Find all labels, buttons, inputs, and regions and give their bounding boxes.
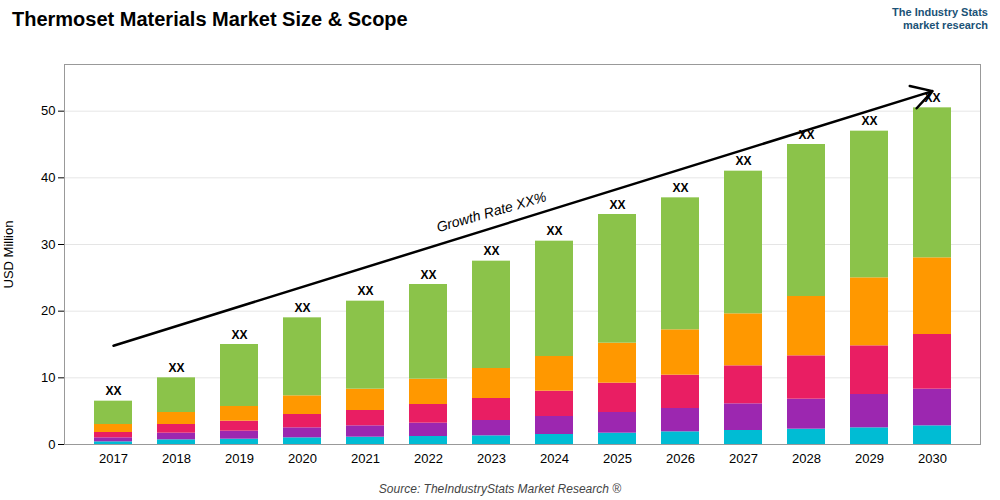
svg-text:XX: XX	[546, 224, 562, 238]
svg-text:USD Million: USD Million	[1, 221, 16, 289]
svg-text:2020: 2020	[288, 451, 317, 466]
svg-text:40: 40	[41, 170, 55, 185]
svg-text:2018: 2018	[162, 451, 191, 466]
svg-text:XX: XX	[861, 114, 877, 128]
svg-text:2029: 2029	[855, 451, 884, 466]
svg-text:30: 30	[41, 237, 55, 252]
svg-text:2027: 2027	[729, 451, 758, 466]
svg-text:XX: XX	[105, 384, 121, 398]
html-text:Thermoset Materials Market Siz: Thermoset Materials Market Size & Scope	[12, 8, 408, 30]
html-text:The Industry Stats market rese: The Industry Stats market research	[892, 6, 988, 32]
svg-text:XX: XX	[357, 284, 373, 298]
svg-text:2026: 2026	[666, 451, 695, 466]
svg-text:XX: XX	[609, 198, 625, 212]
svg-text:2019: 2019	[225, 451, 254, 466]
svg-text:2017: 2017	[99, 451, 128, 466]
svg-text:10: 10	[41, 370, 55, 385]
svg-text:XX: XX	[672, 181, 688, 195]
svg-text:2023: 2023	[477, 451, 506, 466]
svg-text:2025: 2025	[603, 451, 632, 466]
svg-text:20: 20	[41, 303, 55, 318]
svg-text:2021: 2021	[351, 451, 380, 466]
svg-text:2028: 2028	[792, 451, 821, 466]
svg-text:XX: XX	[168, 361, 184, 375]
svg-text:50: 50	[41, 103, 55, 118]
svg-text:XX: XX	[420, 268, 436, 282]
svg-text:2022: 2022	[414, 451, 443, 466]
svg-text:XX: XX	[294, 301, 310, 315]
svg-text:0: 0	[48, 437, 55, 452]
svg-text:2030: 2030	[918, 451, 947, 466]
svg-text:XX: XX	[735, 154, 751, 168]
svg-text:XX: XX	[924, 90, 941, 105]
html-text:Source: TheIndustryStats Marke: Source: TheIndustryStats Market Research…	[378, 482, 622, 496]
svg-text:XX: XX	[483, 244, 499, 258]
svg-text:2024: 2024	[540, 451, 569, 466]
svg-text:XX: XX	[231, 328, 247, 342]
svg-text:XX: XX	[798, 127, 815, 142]
svg-text:Growth Rate XX%: Growth Rate XX%	[435, 188, 549, 235]
